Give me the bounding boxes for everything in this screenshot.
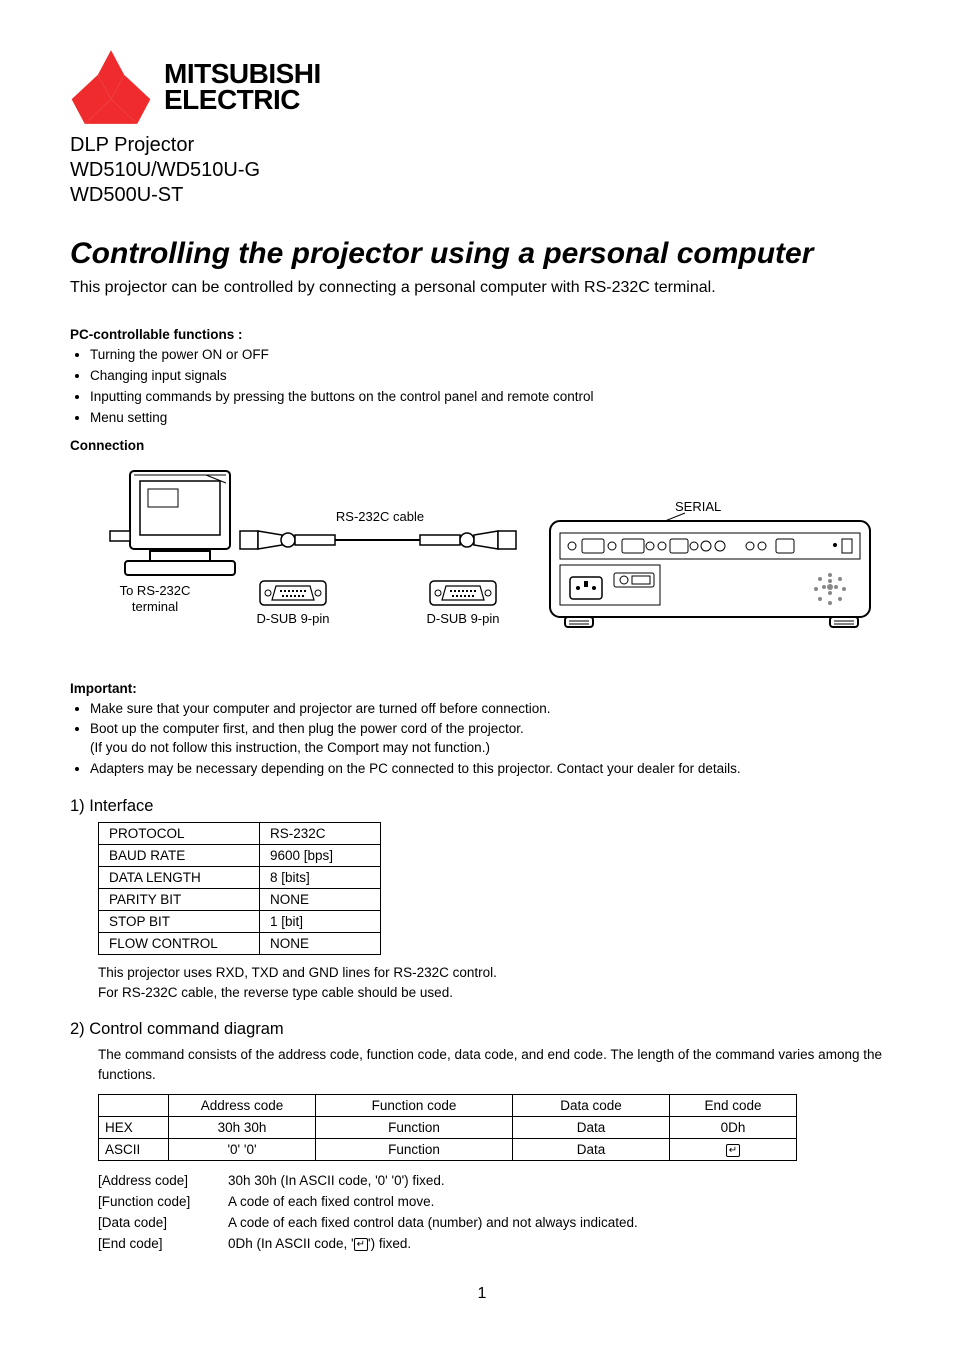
interface-note-2: For RS-232C cable, the reverse type cabl…	[98, 985, 453, 1000]
projector-series: DLP Projector	[70, 134, 894, 157]
table-row: ASCII '0' '0' Function Data ↵	[99, 1139, 797, 1161]
table-header-row: Address code Function code Data code End…	[99, 1095, 797, 1117]
svg-text:D-SUB 9-pin: D-SUB 9-pin	[427, 611, 500, 626]
end-code-text-a: 0Dh (In ASCII code, '	[228, 1236, 354, 1251]
command-head: 2) Control command diagram	[70, 1020, 894, 1039]
important-item: Adapters may be necessary depending on t…	[90, 760, 894, 779]
page-root: MITSUBISHI ELECTRIC DLP Projector WD510U…	[0, 0, 954, 1343]
projector-models-b: WD500U-ST	[70, 184, 894, 207]
enter-icon: ↵	[726, 1144, 740, 1157]
pc-func-item: Turning the power ON or OFF	[90, 346, 894, 365]
pc-func-item: Inputting commands by pressing the butto…	[90, 388, 894, 407]
projector-models-a: WD510U/WD510U-G	[70, 159, 894, 182]
important-item: Make sure that your computer and project…	[90, 700, 894, 719]
addr-code-text: 30h 30h (In ASCII code, '0' '0') fixed.	[228, 1173, 445, 1188]
end-code-text-b: ') fixed.	[368, 1236, 411, 1251]
connection-head: Connection	[70, 438, 894, 453]
cable-icon: RS-232C cable	[240, 509, 516, 626]
connection-diagram: To RS-232C terminal RS-232C cable	[90, 461, 890, 661]
func-code-label: [Function code]	[98, 1192, 228, 1213]
pc-func-item: Menu setting	[90, 409, 894, 428]
addr-code-label: [Address code]	[98, 1171, 228, 1192]
projector-rear-icon: SERIAL	[550, 499, 870, 627]
data-code-text: A code of each fixed control data (numbe…	[228, 1215, 638, 1230]
brand-text: MITSUBISHI ELECTRIC	[164, 61, 321, 113]
table-row: PROTOCOLRS-232C	[99, 823, 381, 845]
pc-func-item: Changing input signals	[90, 367, 894, 386]
table-row: FLOW CONTROLNONE	[99, 933, 381, 955]
important-item: Boot up the computer first, and then plu…	[90, 720, 894, 758]
important-list: Make sure that your computer and project…	[70, 700, 894, 780]
doc-title: Controlling the projector using a person…	[70, 237, 894, 271]
table-row: HEX 30h 30h Function Data 0Dh	[99, 1117, 797, 1139]
enter-icon: ↵	[354, 1238, 368, 1251]
important-head: Important:	[70, 681, 894, 696]
intro-text: This projector can be controlled by conn…	[70, 279, 894, 297]
interface-table: PROTOCOLRS-232C BAUD RATE9600 [bps] DATA…	[98, 822, 381, 955]
brand-line-2: ELECTRIC	[164, 87, 321, 113]
command-table: Address code Function code Data code End…	[98, 1094, 797, 1161]
interface-head: 1) Interface	[70, 797, 894, 816]
command-desc: The command consists of the address code…	[98, 1045, 894, 1084]
table-row: DATA LENGTH8 [bits]	[99, 867, 381, 889]
svg-text:SERIAL: SERIAL	[675, 499, 721, 514]
brand-logo: MITSUBISHI ELECTRIC	[70, 50, 894, 124]
svg-text:D-SUB 9-pin: D-SUB 9-pin	[257, 611, 330, 626]
pc-functions-list: Turning the power ON or OFF Changing inp…	[70, 346, 894, 428]
interface-note-1: This projector uses RXD, TXD and GND lin…	[98, 965, 497, 980]
svg-text:RS-232C cable: RS-232C cable	[336, 509, 424, 524]
to-rs232c-label: To RS-232C	[120, 583, 191, 598]
pc-icon: To RS-232C terminal	[110, 471, 235, 614]
mitsubishi-diamonds-icon	[70, 50, 152, 124]
func-code-text: A code of each fixed control move.	[228, 1194, 434, 1209]
page-number: 1	[70, 1285, 894, 1303]
data-code-label: [Data code]	[98, 1213, 228, 1234]
table-row: PARITY BITNONE	[99, 889, 381, 911]
important-item-text: Boot up the computer first, and then plu…	[90, 721, 524, 736]
end-code-label: [End code]	[98, 1234, 228, 1255]
terminal-label: terminal	[132, 599, 178, 614]
table-row: BAUD RATE9600 [bps]	[99, 845, 381, 867]
interface-notes: This projector uses RXD, TXD and GND lin…	[98, 963, 894, 1002]
important-item-note: (If you do not follow this instruction, …	[90, 740, 490, 755]
codes-explanation: [Address code]30h 30h (In ASCII code, '0…	[98, 1171, 894, 1255]
table-row: STOP BIT1 [bit]	[99, 911, 381, 933]
pc-functions-head: PC-controllable functions :	[70, 327, 894, 342]
